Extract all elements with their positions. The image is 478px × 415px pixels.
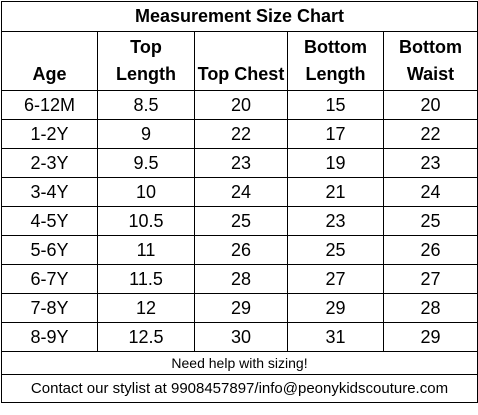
data-row: 4-5Y 10.5 25 23 25 — [1, 206, 478, 236]
age-cell: 1-2Y — [1, 119, 98, 149]
age-cell: 5-6Y — [1, 235, 98, 265]
column-header: Age — [1, 31, 98, 91]
column-header: Top Length — [97, 31, 195, 91]
size-cell: 23 — [383, 148, 478, 178]
column-header: Bottom Waist — [383, 31, 478, 91]
column-header: Top Chest — [194, 31, 288, 91]
size-cell: 24 — [383, 177, 478, 207]
data-row: 2-3Y 9.5 23 19 23 — [1, 148, 478, 178]
age-cell: 3-4Y — [1, 177, 98, 207]
size-cell: 20 — [194, 90, 288, 120]
size-cell: 31 — [287, 322, 384, 352]
size-cell: 29 — [287, 293, 384, 323]
size-cell: 25 — [194, 206, 288, 236]
contact-row: Contact our stylist at 9908457897/info@p… — [1, 374, 478, 403]
data-row: 6-7Y 11.5 28 27 27 — [1, 264, 478, 294]
size-cell: 22 — [194, 119, 288, 149]
size-cell: 11 — [97, 235, 195, 265]
size-cell: 28 — [194, 264, 288, 294]
column-header: Bottom Length — [287, 31, 384, 91]
size-cell: 26 — [194, 235, 288, 265]
size-cell: 21 — [287, 177, 384, 207]
size-cell: 27 — [287, 264, 384, 294]
size-cell: 27 — [383, 264, 478, 294]
age-cell: 2-3Y — [1, 148, 98, 178]
data-row: 6-12M 8.5 20 15 20 — [1, 90, 478, 120]
size-chart-table: Measurement Size Chart Age Top Length Top C… — [1, 1, 478, 403]
size-cell: 28 — [383, 293, 478, 323]
data-row: 3-4Y 10 24 21 24 — [1, 177, 478, 207]
size-cell: 26 — [383, 235, 478, 265]
data-row: 7-8Y 12 29 29 28 — [1, 293, 478, 323]
data-row: 8-9Y 12.5 30 31 29 — [1, 322, 478, 352]
size-cell: 15 — [287, 90, 384, 120]
size-cell: 12.5 — [97, 322, 195, 352]
size-cell: 20 — [383, 90, 478, 120]
size-cell: 25 — [287, 235, 384, 265]
size-cell: 23 — [194, 148, 288, 178]
age-cell: 8-9Y — [1, 322, 98, 352]
size-cell: 29 — [383, 322, 478, 352]
title-row: Measurement Size Chart — [1, 1, 478, 32]
table-title: Measurement Size Chart — [1, 1, 478, 32]
size-cell: 9 — [97, 119, 195, 149]
size-cell: 10.5 — [97, 206, 195, 236]
size-cell: 30 — [194, 322, 288, 352]
header-row: Age Top Length Top Chest Bottom Length Botto… — [1, 31, 478, 91]
contact-note: Contact our stylist at 9908457897/info@p… — [1, 374, 478, 403]
age-cell: 7-8Y — [1, 293, 98, 323]
size-cell: 22 — [383, 119, 478, 149]
size-cell: 11.5 — [97, 264, 195, 294]
size-cell: 25 — [383, 206, 478, 236]
help-note: Need help with sizing! — [1, 351, 478, 375]
size-cell: 9.5 — [97, 148, 195, 178]
size-cell: 29 — [194, 293, 288, 323]
help-row: Need help with sizing! — [1, 351, 478, 375]
age-cell: 4-5Y — [1, 206, 98, 236]
data-row: 5-6Y 11 26 25 26 — [1, 235, 478, 265]
size-cell: 24 — [194, 177, 288, 207]
size-cell: 10 — [97, 177, 195, 207]
size-cell: 23 — [287, 206, 384, 236]
size-cell: 12 — [97, 293, 195, 323]
size-cell: 8.5 — [97, 90, 195, 120]
age-cell: 6-12M — [1, 90, 98, 120]
age-cell: 6-7Y — [1, 264, 98, 294]
size-cell: 17 — [287, 119, 384, 149]
data-row: 1-2Y 9 22 17 22 — [1, 119, 478, 149]
size-cell: 19 — [287, 148, 384, 178]
